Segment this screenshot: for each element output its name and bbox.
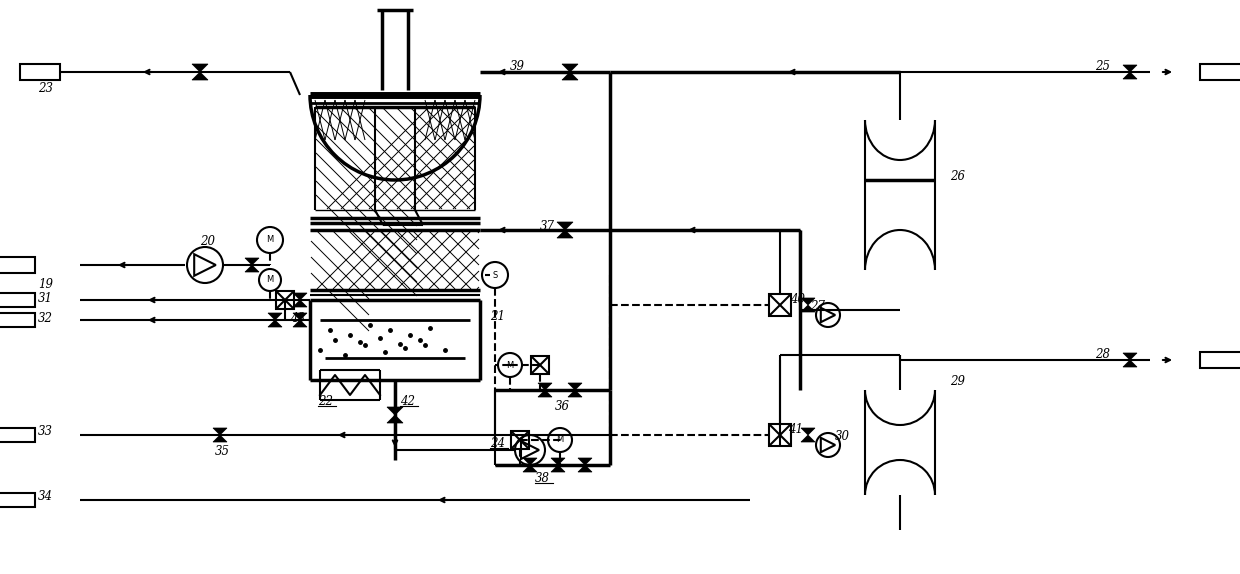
Text: 35: 35: [215, 445, 229, 458]
Polygon shape: [192, 64, 208, 72]
Polygon shape: [801, 305, 815, 312]
Text: 30: 30: [835, 430, 849, 443]
Text: 25: 25: [1095, 60, 1110, 73]
Text: 28: 28: [1095, 348, 1110, 361]
Polygon shape: [213, 428, 227, 435]
Polygon shape: [293, 300, 308, 307]
Polygon shape: [551, 465, 565, 472]
Polygon shape: [0, 428, 35, 442]
Polygon shape: [1123, 72, 1137, 79]
Polygon shape: [562, 64, 578, 72]
Polygon shape: [0, 293, 35, 307]
Polygon shape: [268, 313, 281, 320]
Bar: [769, 294, 791, 316]
Polygon shape: [551, 458, 565, 465]
Polygon shape: [20, 64, 60, 80]
Polygon shape: [293, 313, 308, 320]
Polygon shape: [1200, 352, 1240, 368]
Polygon shape: [557, 230, 573, 238]
Text: 24: 24: [490, 437, 505, 450]
Polygon shape: [1123, 353, 1137, 360]
Text: 41: 41: [787, 423, 804, 436]
Text: 31: 31: [38, 292, 53, 305]
Text: 33: 33: [38, 425, 53, 438]
Polygon shape: [387, 415, 403, 423]
Text: 32: 32: [38, 312, 53, 325]
Polygon shape: [578, 458, 591, 465]
Text: 38: 38: [534, 472, 551, 485]
Polygon shape: [523, 458, 537, 465]
Polygon shape: [0, 313, 35, 327]
Text: 40: 40: [790, 293, 805, 306]
Polygon shape: [568, 390, 582, 397]
Polygon shape: [1123, 360, 1137, 367]
Polygon shape: [562, 72, 578, 80]
Text: 43: 43: [290, 312, 305, 325]
Text: 36: 36: [556, 400, 570, 413]
Polygon shape: [523, 465, 537, 472]
Text: 39: 39: [510, 60, 525, 73]
Polygon shape: [557, 222, 573, 230]
Text: M: M: [506, 360, 513, 370]
Text: M: M: [267, 276, 274, 285]
Text: M: M: [267, 235, 274, 245]
Polygon shape: [801, 428, 815, 435]
Text: 26: 26: [950, 170, 965, 183]
Polygon shape: [293, 320, 308, 327]
Text: 34: 34: [38, 490, 53, 503]
Text: 29: 29: [950, 375, 965, 388]
Text: 20: 20: [200, 235, 215, 248]
Polygon shape: [578, 465, 591, 472]
Polygon shape: [538, 390, 552, 397]
Text: 27: 27: [810, 300, 825, 313]
Polygon shape: [213, 435, 227, 442]
Text: 19: 19: [38, 278, 53, 291]
Bar: [531, 356, 549, 374]
Text: 21: 21: [490, 310, 505, 323]
Polygon shape: [0, 493, 35, 507]
Polygon shape: [801, 435, 815, 442]
Polygon shape: [293, 293, 308, 300]
Bar: [769, 424, 791, 446]
Polygon shape: [0, 257, 35, 273]
Polygon shape: [192, 72, 208, 80]
Text: 42: 42: [401, 395, 415, 408]
Polygon shape: [246, 265, 259, 272]
Polygon shape: [1200, 64, 1240, 80]
Polygon shape: [387, 407, 403, 415]
Bar: [511, 431, 529, 449]
Polygon shape: [1123, 65, 1137, 72]
Polygon shape: [568, 383, 582, 390]
Polygon shape: [538, 383, 552, 390]
Text: M: M: [557, 436, 564, 444]
Polygon shape: [268, 320, 281, 327]
Polygon shape: [246, 258, 259, 265]
Text: 37: 37: [539, 220, 556, 233]
Polygon shape: [801, 298, 815, 305]
Text: 23: 23: [38, 82, 53, 95]
Text: S: S: [492, 270, 497, 280]
Bar: [277, 291, 294, 309]
Text: 22: 22: [317, 395, 334, 408]
